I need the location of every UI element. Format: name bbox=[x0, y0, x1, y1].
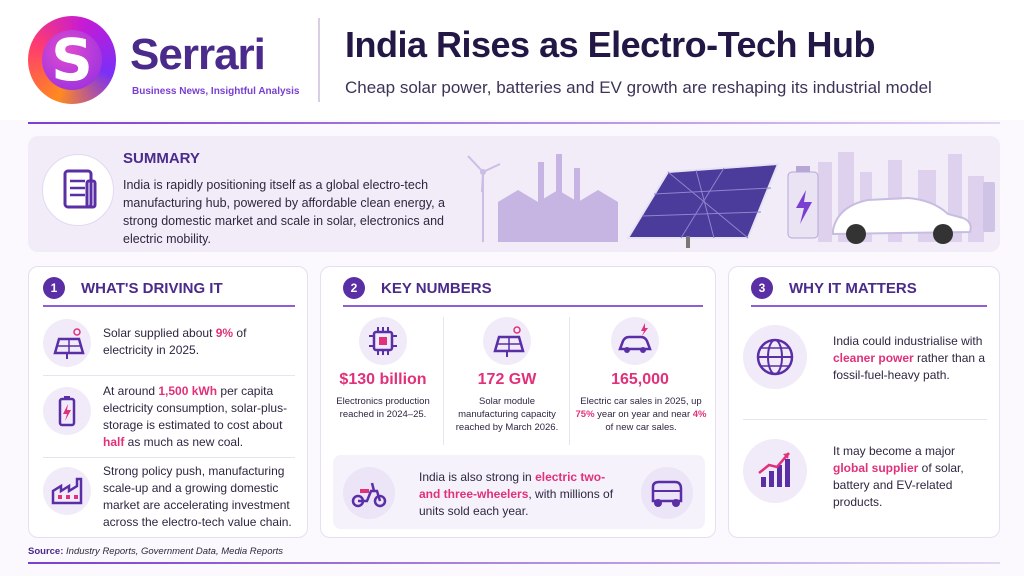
key-numbers-card: 2 KEY NUMBERS $130 billion Electronics p… bbox=[320, 266, 716, 538]
stat-ev-value: 165,000 bbox=[611, 371, 669, 388]
brand-tagline: Business News, Insightful Analysis bbox=[132, 86, 300, 97]
section-number: 1 bbox=[43, 277, 65, 299]
driver-cost-text: At around 1,500 kWh per capita electrici… bbox=[103, 384, 288, 449]
stat-solar-label: Solar module manufacturing capacity reac… bbox=[455, 396, 559, 433]
driver-policy-text: Strong policy push, manufacturing scale-… bbox=[103, 464, 292, 529]
source-note: Source: Industry Reports, Government Dat… bbox=[28, 546, 284, 557]
two-three-wheeler-panel: India is also strong in electric two- an… bbox=[333, 455, 705, 529]
two-three-wheeler-text: India is also strong in electric two- an… bbox=[419, 470, 614, 518]
rickshaw-icon bbox=[641, 467, 693, 519]
section-title: WHY IT MATTERS bbox=[789, 280, 917, 297]
divider bbox=[743, 419, 987, 420]
stat-electronics-value: $130 billion bbox=[339, 371, 427, 388]
solar-panel-icon bbox=[483, 317, 531, 365]
battery-icon bbox=[43, 387, 91, 435]
divider bbox=[43, 457, 295, 458]
clean-tech-illustration bbox=[428, 142, 998, 250]
scooter-icon bbox=[343, 467, 395, 519]
serrari-logo[interactable]: S bbox=[28, 16, 116, 104]
drivers-card: 1 WHAT'S DRIVING IT Solar supplied about… bbox=[28, 266, 308, 538]
solar-panel-icon bbox=[43, 319, 91, 367]
section-number: 2 bbox=[343, 277, 365, 299]
divider bbox=[443, 317, 444, 445]
page-subtitle: Cheap solar power, batteries and EV grow… bbox=[345, 78, 932, 97]
summary-panel: SUMMARY India is rapidly positioning its… bbox=[28, 136, 1000, 252]
matters-supplier-text: It may become a major global supplier of… bbox=[833, 444, 964, 509]
header-rule bbox=[28, 122, 1000, 124]
section-number: 3 bbox=[751, 277, 773, 299]
summary-text: India is rapidly positioning itself as a… bbox=[123, 178, 445, 246]
summary-title: SUMMARY bbox=[123, 150, 200, 167]
stat-ev-label: Electric car sales in 2025, up 75% year … bbox=[575, 396, 707, 433]
stat-solar-value: 172 GW bbox=[477, 371, 537, 388]
divider bbox=[569, 317, 570, 445]
section-rule bbox=[343, 305, 703, 307]
header: S Serrari Business News, Insightful Anal… bbox=[0, 0, 1024, 120]
section-rule bbox=[43, 305, 295, 307]
ev-car-icon bbox=[611, 317, 659, 365]
section-rule bbox=[751, 305, 987, 307]
page-title: India Rises as Electro-Tech Hub bbox=[345, 24, 875, 65]
section-title: KEY NUMBERS bbox=[381, 280, 492, 297]
factory-icon bbox=[43, 467, 91, 515]
globe-icon bbox=[743, 325, 807, 389]
section-title: WHAT'S DRIVING IT bbox=[81, 280, 223, 297]
divider bbox=[43, 375, 295, 376]
stat-electronics-label: Electronics production reached in 2024–2… bbox=[336, 396, 430, 420]
document-icon bbox=[42, 154, 114, 226]
header-divider bbox=[318, 18, 320, 102]
footer-rule bbox=[28, 562, 1000, 564]
chip-icon bbox=[359, 317, 407, 365]
brand-name: Serrari bbox=[130, 30, 266, 79]
growth-chart-icon bbox=[743, 439, 807, 503]
why-it-matters-card: 3 WHY IT MATTERS India could industriali… bbox=[728, 266, 1000, 538]
driver-solar-text: Solar supplied about 9% of electricity i… bbox=[103, 326, 247, 357]
matters-cleaner-text: India could industrialise with cleaner p… bbox=[833, 334, 986, 382]
